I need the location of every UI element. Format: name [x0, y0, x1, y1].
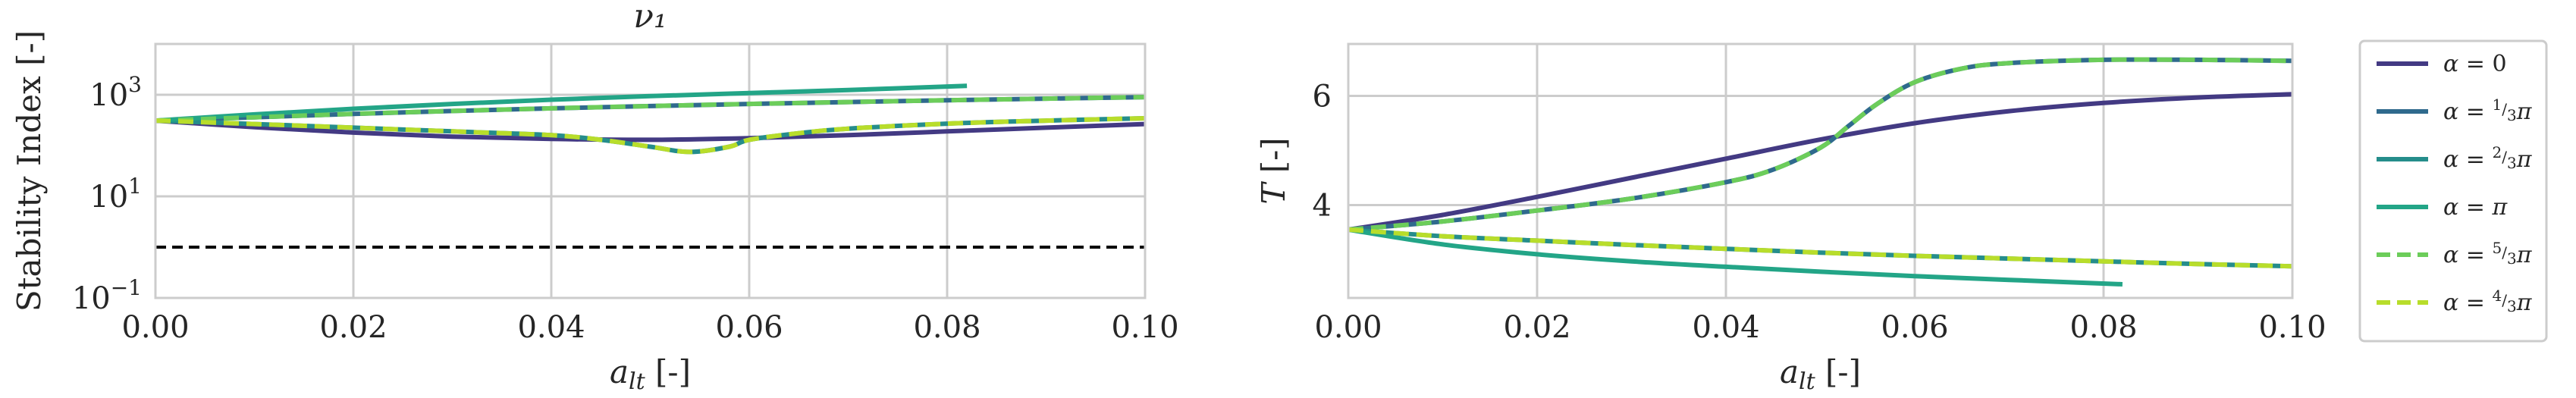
right-grid	[1347, 44, 2294, 298]
left-tick-labels: 0.00 0.02 0.04 0.06 0.08 0.10 10−1 101 103	[72, 72, 1179, 345]
right-y-tick-label: 4	[1313, 189, 1332, 224]
right-series-line-3	[1348, 227, 2123, 287]
left-plot-frame	[154, 42, 1147, 299]
legend-label: α = 5/3π	[2443, 239, 2533, 268]
right-x-tick-label: 0.04	[1692, 310, 1759, 345]
left-x-tick-label: 0.02	[319, 310, 387, 345]
right-series-line-4	[1348, 57, 2293, 232]
left-x-tick-label: 0.06	[715, 310, 783, 345]
right-x-tick-label: 0.10	[2258, 310, 2326, 345]
left-x-tick-label: 0.04	[517, 310, 585, 345]
left-x-tick-label: 0.08	[913, 310, 981, 345]
left-x-tick-label: 0.00	[121, 310, 189, 345]
right-y-axis-label: T [-]	[1255, 137, 1292, 204]
stability-index-chart: 0.00 0.02 0.04 0.06 0.08 0.10 10−1 101 103 ν₁ al…	[11, 0, 1179, 395]
right-x-tick-label: 0.08	[2069, 310, 2137, 345]
left-series-line-4	[155, 95, 1146, 124]
right-x-axis-label: alt [-]	[1780, 353, 1861, 395]
right-series-line-0	[1348, 92, 2293, 232]
left-y-tick-label: 10−1	[72, 275, 142, 316]
legend-label: α = 2/3π	[2443, 143, 2533, 173]
left-grid	[154, 44, 1147, 299]
t-chart: 0.00 0.02 0.04 0.06 0.08 0.10 4 6 alt [-] T [-]	[1255, 42, 2327, 395]
legend-label: α = 4/3π	[2443, 287, 2533, 316]
right-plot-frame	[1347, 42, 2294, 299]
left-series-line-5	[155, 116, 1146, 155]
right-x-tick-label: 0.06	[1881, 310, 1948, 345]
chart-legend: α = 0 α = 1/3π α = 2/3π α = π α = 5/3π α = 4/…	[2358, 39, 2548, 343]
left-y-axis-label: Stability Index [-]	[11, 30, 48, 312]
left-x-tick-label: 0.10	[1111, 310, 1178, 345]
left-y-tick-label: 101	[89, 174, 142, 215]
left-series-line-0	[155, 118, 1146, 143]
left-y-tick-label: 103	[89, 72, 142, 113]
legend-label: α = π	[2443, 194, 2508, 221]
left-chart-title: ν₁	[633, 0, 667, 36]
left-x-axis-label: alt [-]	[610, 353, 691, 395]
right-series-group	[1348, 57, 2293, 287]
left-series-group	[155, 83, 1146, 249]
right-y-tick-label: 6	[1313, 79, 1332, 114]
right-tick-labels: 0.00 0.02 0.04 0.06 0.08 0.10 4 6	[1313, 79, 2327, 345]
right-series-line-5	[1348, 227, 2293, 269]
legend-entries: α = 0 α = 1/3π α = 2/3π α = π α = 5/3π α = 4/…	[2377, 51, 2533, 316]
legend-label: α = 1/3π	[2443, 96, 2533, 125]
right-x-tick-label: 0.02	[1503, 310, 1570, 345]
legend-box	[2358, 39, 2548, 343]
legend-label: α = 0	[2443, 51, 2507, 77]
right-x-tick-label: 0.00	[1314, 310, 1382, 345]
left-series-line-3	[155, 83, 968, 124]
